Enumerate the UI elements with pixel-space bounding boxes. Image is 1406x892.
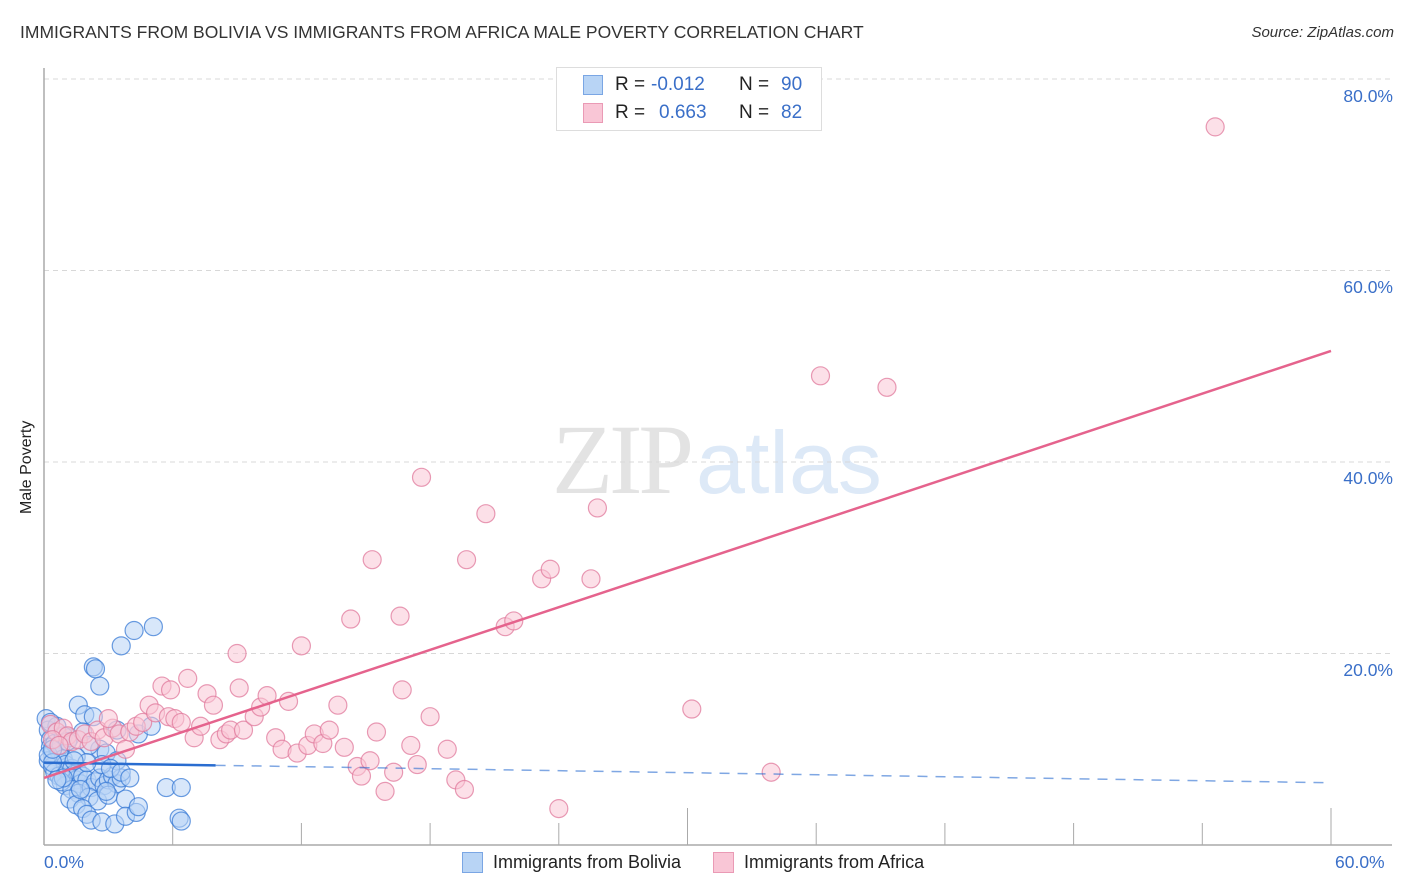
source-label: Source: ZipAtlas.com: [1251, 24, 1394, 41]
data-point: [456, 550, 477, 570]
legend-label-bolivia: Immigrants from Bolivia: [493, 852, 682, 872]
series-africa-points: [40, 117, 1225, 819]
data-point: [133, 712, 153, 733]
data-point: [454, 779, 475, 800]
y-tick-60: 60.0%: [1343, 277, 1393, 297]
data-point: [761, 762, 781, 782]
data-point: [407, 754, 427, 775]
data-point: [810, 366, 831, 386]
legend-item-bolivia[interactable]: Immigrants from Bolivia: [462, 852, 681, 873]
data-point: [392, 680, 412, 700]
correlation-legend: R = -0.012 N = 90 R = 0.663 N = 82: [556, 67, 822, 131]
data-point: [171, 811, 191, 831]
data-point: [233, 720, 254, 740]
data-point: [143, 617, 163, 637]
legend-item-africa[interactable]: Immigrants from Africa: [713, 852, 924, 873]
series-legend: Immigrants from Bolivia Immigrants from …: [462, 852, 956, 873]
data-point: [549, 799, 569, 819]
legend-r-label: R =: [615, 102, 646, 123]
legend-r-value: -0.012: [651, 74, 705, 95]
data-point: [1205, 117, 1225, 137]
data-point: [111, 636, 131, 656]
data-point: [98, 709, 118, 729]
y-axis-label: Male Poverty: [18, 420, 35, 514]
legend-n-value: 90: [781, 74, 803, 95]
data-point: [96, 781, 116, 801]
data-point: [390, 606, 410, 626]
africa-trend-line: [43, 349, 1332, 780]
data-point: [171, 712, 191, 733]
data-point: [178, 668, 198, 688]
data-point: [334, 737, 354, 757]
data-point: [278, 691, 299, 711]
data-point: [120, 768, 140, 788]
data-point: [341, 609, 361, 629]
data-point: [682, 699, 702, 719]
data-point: [384, 762, 404, 782]
data-point: [227, 643, 247, 664]
y-axis-label-wrap: Male Poverty: [18, 421, 38, 634]
data-point: [128, 797, 148, 817]
trend-lines: [43, 349, 1332, 784]
data-point: [411, 467, 432, 487]
data-point: [587, 498, 608, 518]
africa-swatch-icon: [583, 103, 603, 123]
data-point: [160, 680, 181, 700]
data-point: [362, 550, 382, 570]
legend-label-africa: Immigrants from Africa: [744, 852, 925, 872]
data-point: [229, 678, 249, 698]
gridlines: [44, 78, 1392, 654]
data-point: [437, 739, 457, 759]
x-tick-60: 60.0%: [1335, 852, 1385, 872]
legend-row-bolivia: R = -0.012 N = 90: [583, 72, 802, 98]
data-point: [171, 777, 191, 798]
data-point: [877, 377, 897, 397]
data-point: [360, 751, 380, 771]
data-point: [90, 676, 110, 696]
legend-r-label: R =: [615, 74, 646, 95]
data-point: [49, 735, 69, 756]
data-point: [70, 779, 91, 800]
data-point: [319, 720, 339, 740]
y-tick-40: 40.0%: [1343, 468, 1393, 488]
x-tick-0: 0.0%: [44, 852, 84, 872]
legend-n-value: 82: [781, 102, 803, 123]
data-point: [581, 569, 601, 589]
legend-row-africa: R = 0.663 N = 82: [583, 100, 802, 126]
data-point: [203, 695, 224, 715]
data-point: [124, 620, 144, 641]
legend-n-label: N =: [739, 74, 770, 95]
bolivia-legend-swatch-icon: [462, 852, 483, 873]
data-point: [328, 695, 348, 715]
data-point: [540, 559, 560, 579]
data-point: [85, 659, 106, 679]
chart-title: IMMIGRANTS FROM BOLIVIA VS IMMIGRANTS FR…: [20, 22, 864, 42]
bolivia-trend-line-dashed: [215, 764, 1332, 784]
data-point: [401, 735, 421, 756]
bolivia-swatch-icon: [583, 75, 603, 95]
data-point: [366, 722, 387, 742]
y-tick-80: 80.0%: [1343, 86, 1393, 106]
legend-n-label: N =: [739, 102, 770, 123]
data-point: [476, 504, 496, 524]
y-tick-20: 20.0%: [1343, 660, 1393, 680]
africa-legend-swatch-icon: [713, 852, 735, 873]
data-point: [291, 636, 311, 656]
bolivia-trend-line: [43, 761, 216, 767]
data-point: [420, 707, 440, 727]
legend-r-value: 0.663: [659, 102, 707, 123]
data-point: [375, 781, 395, 801]
